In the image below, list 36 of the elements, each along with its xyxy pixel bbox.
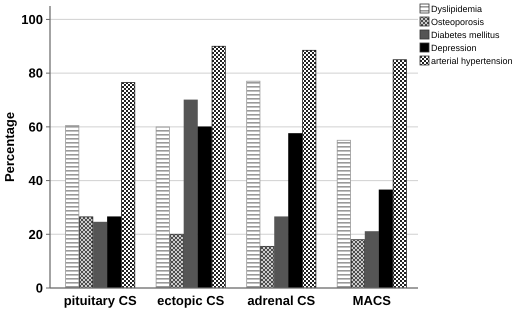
- bar: [392, 59, 407, 288]
- x-tick-label: MACS: [352, 293, 392, 308]
- bar: [212, 46, 226, 288]
- legend-label: Dyslipidemia: [431, 4, 482, 14]
- y-tick-label: 40: [28, 173, 43, 188]
- x-tick-label: ectopic CS: [157, 293, 225, 308]
- y-tick-label: 100: [21, 12, 43, 27]
- y-tick-label: 80: [28, 66, 43, 81]
- bar: [274, 216, 288, 288]
- bar: [93, 222, 108, 288]
- y-tick-label: 20: [28, 226, 43, 242]
- x-tick-label: adrenal CS: [247, 293, 316, 308]
- legend-label: arterial hypertension: [431, 56, 513, 66]
- bar: [260, 246, 274, 288]
- y-axis-title: Percentage: [2, 112, 17, 182]
- bar: [170, 234, 184, 288]
- bar: [336, 140, 351, 288]
- bar: [378, 190, 393, 288]
- y-tick-label: 60: [28, 119, 43, 134]
- bar: [288, 133, 302, 288]
- bar: [79, 216, 94, 288]
- legend-label: Osteoporosis: [431, 17, 485, 27]
- bar: [121, 82, 136, 288]
- bar: [107, 216, 122, 288]
- bar: [156, 126, 170, 288]
- bar: [302, 50, 316, 288]
- bar: [198, 126, 212, 288]
- x-tick-label: pituitary CS: [64, 293, 137, 308]
- y-tick-label: 0: [36, 280, 43, 296]
- bar: [65, 125, 80, 288]
- legend-label: Diabetes mellitus: [431, 30, 500, 40]
- bar: [364, 231, 379, 288]
- bar: [184, 100, 198, 288]
- bar: [246, 80, 260, 288]
- legend-label: Depression: [431, 43, 477, 53]
- bar: [350, 239, 365, 288]
